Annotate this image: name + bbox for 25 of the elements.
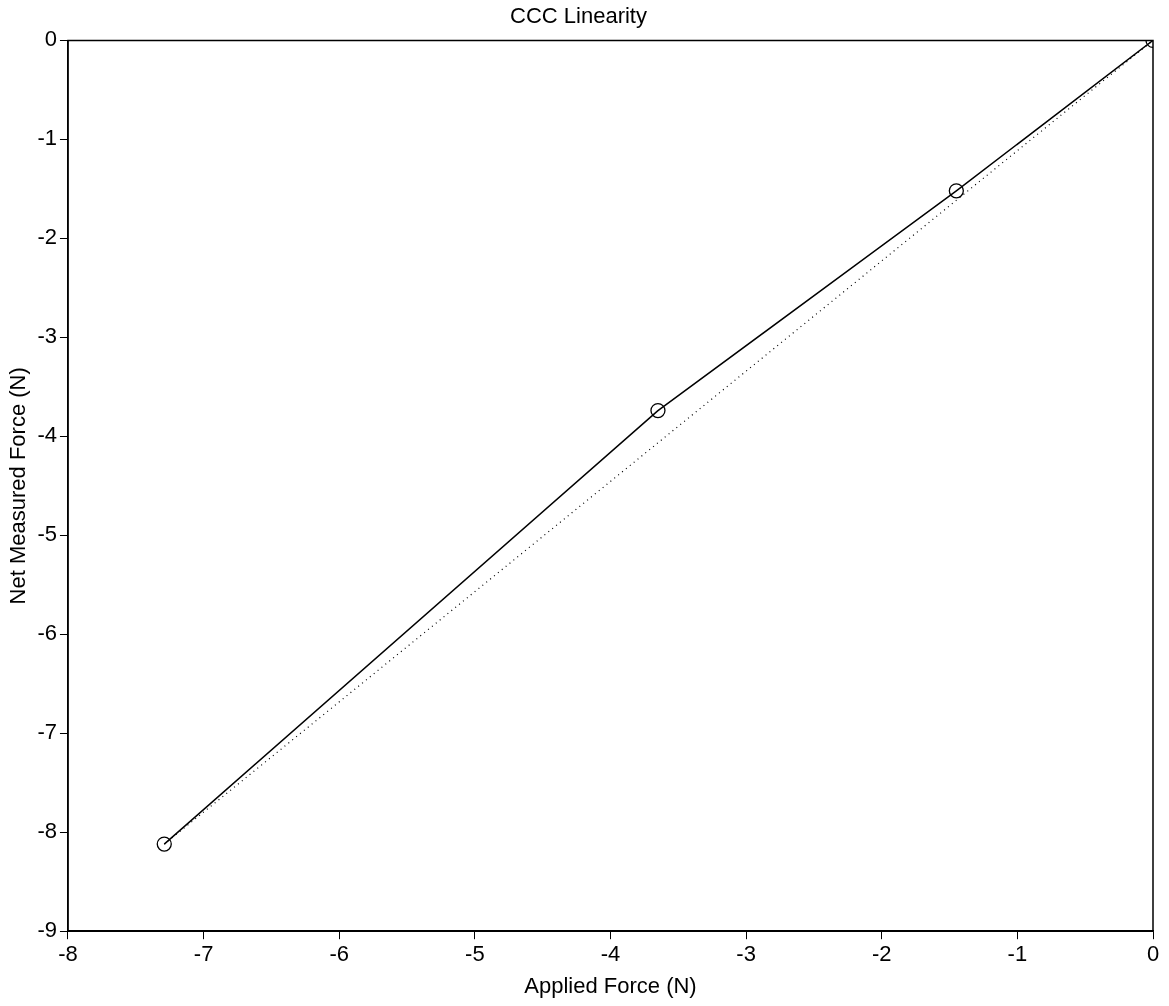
x-tick-label: -6: [329, 941, 349, 967]
y-tick-label: -2: [37, 224, 57, 250]
x-tick-label: -4: [600, 941, 621, 967]
y-tick-label: -4: [37, 422, 57, 448]
x-tick-label: -8: [58, 941, 78, 967]
x-tick-label: 0: [1146, 941, 1160, 967]
x-axis-title: Applied Force (N): [524, 972, 697, 998]
y-tick-label: -8: [37, 818, 57, 844]
y-tick-label: -1: [37, 125, 57, 151]
chart-title: CCC Linearity: [510, 3, 647, 29]
y-tick-label: -3: [37, 323, 57, 349]
y-tick-label: -6: [37, 620, 57, 646]
x-tick-label: -1: [1007, 941, 1028, 967]
x-tick-label: -3: [736, 941, 756, 967]
y-tick-label: 0: [44, 26, 57, 52]
y-tick-label: -5: [37, 521, 57, 547]
point: [650, 402, 666, 419]
x-tick-label: -2: [871, 941, 892, 967]
y-tick-label: -9: [37, 917, 57, 943]
y-tick-label: -7: [37, 719, 57, 745]
point: [948, 183, 964, 199]
y-axis-title: Net Measured Force (N): [5, 367, 31, 605]
point: [156, 836, 172, 852]
x-tick-label: -5: [465, 941, 485, 967]
x-tick-label: -7: [193, 941, 214, 967]
